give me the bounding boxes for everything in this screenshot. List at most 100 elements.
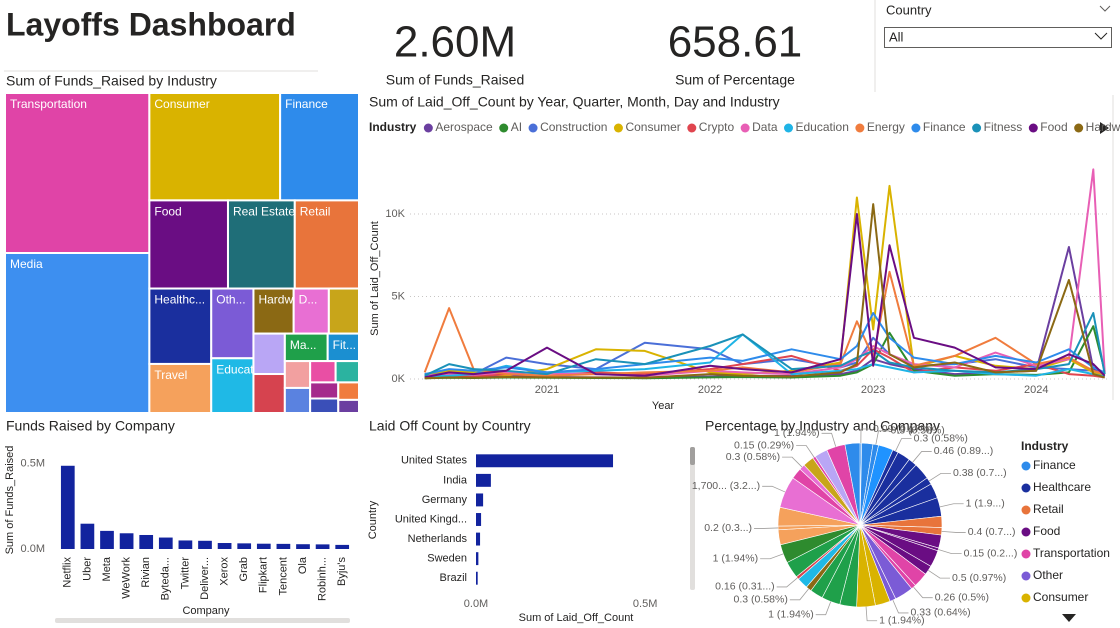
legend-title: Industry [369, 120, 417, 134]
slicer-dropdown[interactable] [884, 27, 1112, 48]
x-tick-label: Meta [101, 556, 113, 581]
leader-line [815, 601, 832, 616]
bar [476, 571, 478, 585]
treemap-tile [334, 360, 360, 384]
leader-line [760, 553, 784, 560]
bar [237, 543, 252, 549]
data-label: 0.2 (0.3...) [704, 522, 752, 534]
leader-line [776, 577, 798, 588]
data-label: 0.3 (0.58%) [914, 432, 968, 444]
x-tick-label: Ola [297, 556, 309, 574]
treemap-tile [283, 332, 329, 363]
x-tick-label: Grab [238, 557, 250, 581]
y-tick-label: 0.5M [21, 457, 45, 469]
y-tick-label: 10K [385, 208, 405, 220]
x-tick-label: 2021 [535, 384, 559, 396]
legend-label: Aerospace [435, 120, 493, 134]
y-tick-label: 0K [392, 373, 406, 385]
legend-marker [687, 123, 697, 133]
leader-line [821, 432, 837, 447]
leader-line [782, 456, 803, 468]
tile-label: Consumer [154, 97, 209, 111]
legend-marker [784, 123, 793, 133]
slicer-collapse[interactable] [1099, 5, 1111, 12]
legend-marker [1021, 461, 1031, 471]
leader-line [895, 438, 912, 452]
scrollbar-thumb[interactable] [690, 447, 695, 465]
y-tick-label: United States [401, 455, 468, 467]
chart-title: Funds Raised by Company [6, 418, 175, 434]
legend-marker [740, 123, 750, 133]
treemap-tile [309, 360, 337, 384]
series-line [424, 333, 1105, 378]
treemap-tile [148, 362, 213, 415]
chart-title: Percentage by Industry and Company [705, 418, 940, 434]
y-tick-label: United Kingd... [395, 513, 467, 525]
dropdown-chevron[interactable] [1094, 32, 1108, 40]
tile-label: Food [154, 205, 181, 219]
data-label: 0.3 (0.58%) [726, 451, 780, 463]
x-tick-label: Tencent [277, 557, 289, 596]
data-label: 0.4 (0.7...) [968, 526, 1016, 538]
y-tick-label: 0.0M [21, 543, 45, 555]
treemap-tile [283, 386, 312, 414]
x-tick-label: Byju's [336, 557, 348, 586]
leader-line [762, 485, 786, 493]
scrollbar[interactable] [690, 447, 695, 590]
x-tick-label: Xerox [219, 557, 231, 586]
data-label: 0.15 (0.29%) [734, 439, 794, 451]
legend-label: Finance [923, 120, 966, 134]
data-label: 1 (1.94%) [713, 553, 759, 565]
data-label: 0.33 (0.64%) [910, 607, 970, 619]
tile-label: Transportation [10, 97, 87, 111]
scrollbar[interactable] [55, 618, 350, 623]
legend-marker [855, 123, 865, 133]
bar [296, 544, 310, 549]
legend-marker [1021, 505, 1031, 515]
bar [158, 537, 173, 549]
tile-label: Travel [154, 368, 187, 382]
y-axis-title: Sum of Funds_Raised [4, 446, 16, 555]
tile-label: Real Estate [233, 205, 295, 219]
legend-more[interactable] [1062, 614, 1076, 622]
legend-label: AI [511, 120, 522, 134]
treemap-tile [337, 381, 360, 401]
legend-marker [1021, 593, 1031, 603]
legend-label: Construction [540, 120, 607, 134]
y-tick-label: Sweden [427, 553, 467, 565]
legend-label: Healthcare [1033, 480, 1091, 494]
legend-label: Consumer [625, 120, 680, 134]
x-tick-label: 2024 [1024, 384, 1048, 396]
legend-marker [1074, 123, 1084, 133]
kpi-value: 2.60M [394, 18, 516, 67]
treemap-tile [279, 92, 361, 202]
legend-marker [1021, 527, 1031, 537]
legend-marker [499, 123, 509, 133]
kpi-label: Sum of Percentage [675, 72, 795, 88]
leader-line [865, 606, 878, 622]
bar [476, 473, 491, 487]
bar [119, 533, 134, 549]
y-tick-label: India [443, 474, 468, 486]
legend-next[interactable] [1100, 122, 1109, 134]
series-line [424, 312, 1106, 377]
treemap-tile [309, 381, 340, 400]
tile-label: Media [10, 257, 43, 271]
data-label: 0.38 (0.7...) [953, 467, 1007, 479]
y-tick-label: Netherlands [408, 533, 468, 545]
data-label: 1,700... (3.2...) [692, 480, 760, 492]
legend-label: Energy [867, 120, 905, 134]
pie-slice [844, 442, 861, 526]
tile-label: Oth... [216, 293, 245, 307]
data-label: 0.26 (0.5%) [935, 591, 989, 603]
leader-line [789, 588, 809, 601]
x-tick-label: 0.0M [464, 598, 488, 610]
leader-line [928, 472, 951, 482]
bar [476, 493, 484, 507]
bar [476, 513, 482, 526]
x-tick-label: Uber [81, 557, 93, 581]
treemap-tile [309, 397, 340, 414]
bar [198, 540, 212, 549]
legend-title: Industry [1021, 439, 1069, 453]
x-axis-title: Year [652, 400, 675, 412]
